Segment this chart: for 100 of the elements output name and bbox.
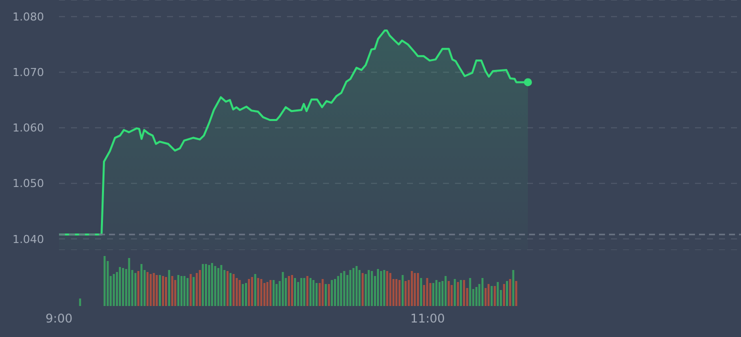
y-tick-label: 1.040 [12,232,44,246]
y-tick-label: 1.070 [12,66,44,80]
bar [343,271,346,306]
bar [220,265,222,306]
bar [198,270,201,306]
bar [226,271,229,306]
bar [410,271,413,306]
bar [420,278,422,306]
bar [328,284,330,306]
bar [272,280,275,306]
bar [340,273,342,306]
bar [118,267,121,306]
bar [134,273,136,306]
bar [260,279,262,306]
bar [370,271,373,306]
bar [254,274,256,306]
bar [349,270,352,306]
bar [266,282,268,306]
bar [164,277,167,306]
bar [112,274,115,306]
bar [186,278,189,306]
bar [177,275,180,306]
bar [150,274,152,306]
bar [395,279,398,306]
bar [334,279,336,306]
bar [251,277,254,306]
bar [122,268,124,306]
bar [426,278,428,306]
bar [146,272,149,306]
bar [158,275,161,306]
bar [276,284,278,306]
bar [389,273,392,306]
bar [463,280,466,306]
bar [236,278,238,306]
bar [444,276,447,306]
bar [515,281,518,306]
bar [469,278,472,306]
bar [263,283,266,306]
bar [358,270,361,306]
bar [488,284,490,306]
bar [192,277,195,306]
bar [386,271,388,306]
bar [312,280,314,306]
bar [294,278,296,306]
bar [204,264,207,306]
bar [303,278,306,306]
bar [337,276,340,306]
bar [171,276,174,306]
bar [324,284,327,306]
bar [364,274,367,306]
bar [214,266,216,306]
bar [104,256,106,306]
bar [512,270,514,306]
bar [416,273,419,306]
bar [362,273,364,306]
bar [330,280,333,306]
bar [356,266,358,306]
bar [306,276,308,306]
bar [300,278,302,306]
bar [456,282,459,306]
bar [383,270,386,306]
bar [432,283,434,306]
bar [318,283,321,306]
bar [376,269,379,306]
y-tick-label: 1.080 [12,10,44,24]
bar [481,278,484,306]
bar [257,278,260,306]
bar [368,270,370,306]
bar [322,279,324,306]
bar [496,282,499,306]
bar [503,284,506,306]
bar [137,271,140,306]
bar [152,273,155,306]
bar [494,286,496,306]
bar [352,268,354,306]
bar [414,273,416,306]
bar [484,288,487,306]
bar [282,272,284,306]
x-tick-label: 11:00 [410,312,445,326]
bar [174,280,176,306]
bar [238,280,241,306]
bar [454,279,456,306]
bar [297,282,300,306]
bar [202,264,204,306]
bar [288,276,290,306]
bar [316,283,318,306]
bar [438,282,441,306]
bar [291,275,294,306]
bar [506,281,508,306]
bar [140,264,142,306]
bar [490,286,493,306]
bar [398,280,401,306]
bar [217,268,220,306]
bar [211,263,214,306]
bar [232,274,235,306]
bar [180,276,182,306]
bar [230,273,232,306]
bar [242,284,244,306]
bar [190,274,192,306]
bar [309,278,312,306]
